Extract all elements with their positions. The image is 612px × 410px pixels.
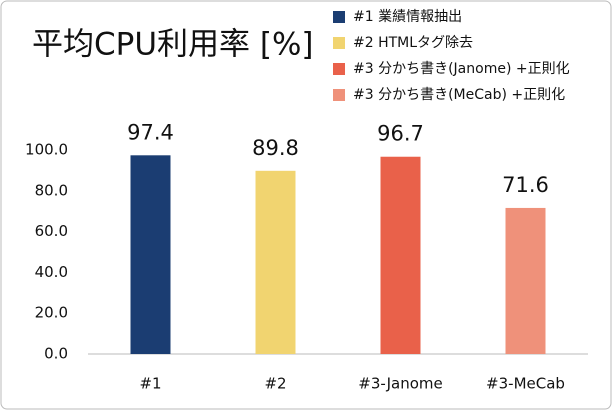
y-tick-label: 80.0 xyxy=(35,181,68,199)
legend-label: #1 業績情報抽出 xyxy=(353,9,462,25)
x-tick-label: #2 xyxy=(264,375,286,393)
data-label: 71.6 xyxy=(502,173,549,197)
data-label: 96.7 xyxy=(377,122,424,146)
y-tick-label: 60.0 xyxy=(35,222,68,240)
y-tick-label: 100.0 xyxy=(25,141,68,159)
legend-swatch xyxy=(333,63,345,75)
bar xyxy=(255,170,296,354)
bar xyxy=(505,207,546,354)
y-tick-label: 20.0 xyxy=(35,304,68,322)
x-tick-label: #3-MeCab xyxy=(486,375,565,393)
legend-swatch xyxy=(333,11,345,23)
legend-label: #2 HTMLタグ除去 xyxy=(353,35,473,51)
y-tick-label: 40.0 xyxy=(35,263,68,281)
legend-label: #3 分かち書き(Janome) +正則化 xyxy=(353,61,570,77)
bar xyxy=(380,156,421,354)
x-tick-label: #1 xyxy=(139,375,161,393)
data-label: 97.4 xyxy=(127,120,174,144)
legend-swatch xyxy=(333,37,345,49)
chart-title: 平均CPU利用率 [%] xyxy=(32,27,314,63)
x-tick-label: #3-Janome xyxy=(358,375,443,393)
y-tick-label: 0.0 xyxy=(44,345,68,363)
bar xyxy=(130,155,171,354)
data-label: 89.8 xyxy=(252,136,299,160)
legend-label: #3 分かち書き(MeCab) +正則化 xyxy=(353,87,565,103)
legend-swatch xyxy=(333,89,345,101)
